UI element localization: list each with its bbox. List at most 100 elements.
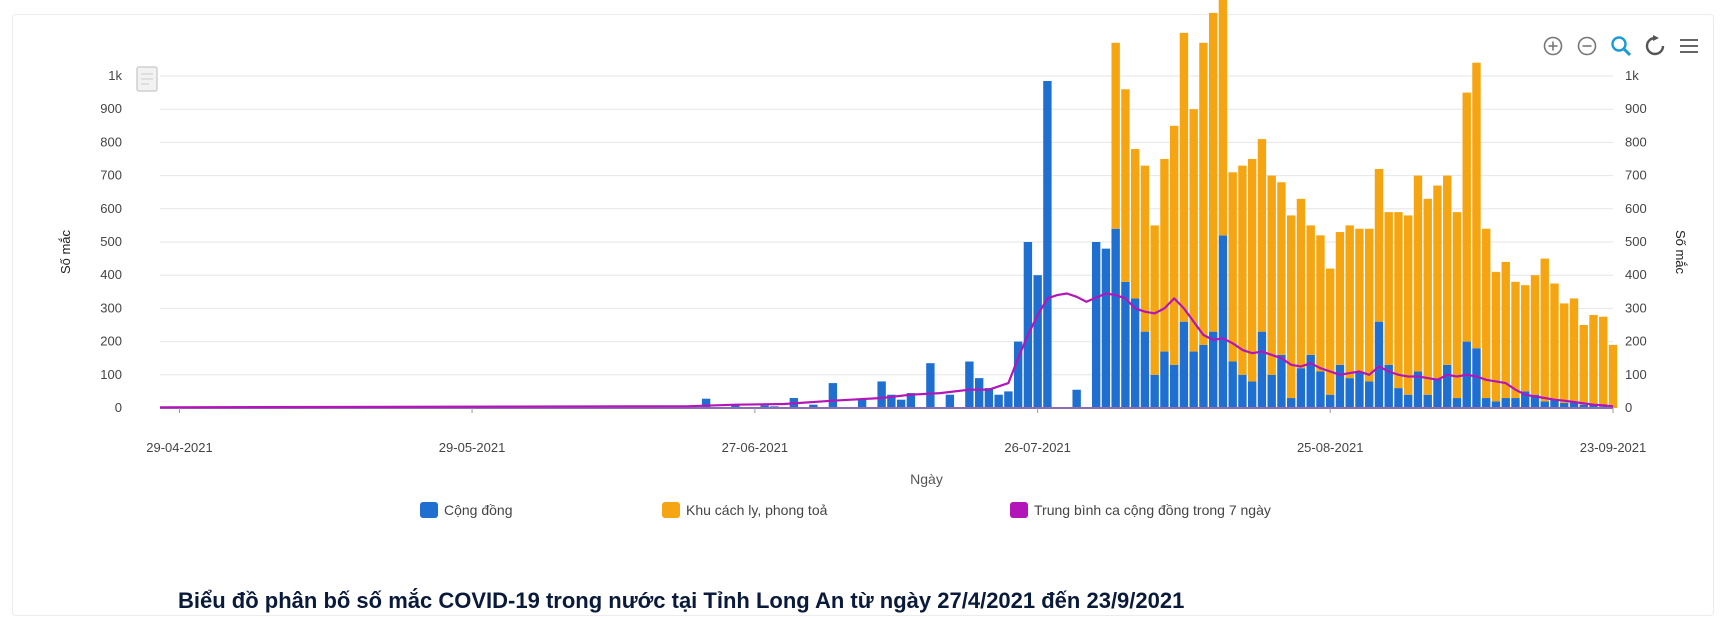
bar-quarantine (1501, 261, 1510, 399)
y-tick-label-right: 800 (1625, 134, 1647, 149)
zoom-out-icon[interactable] (1575, 34, 1599, 58)
bar-community (887, 394, 896, 408)
bar-community (1306, 354, 1315, 408)
bar-quarantine (1355, 228, 1364, 372)
bar-quarantine (1511, 281, 1520, 399)
y-tick-label-right: 700 (1625, 168, 1647, 183)
magnify-icon[interactable] (1609, 34, 1633, 58)
bar-community (1443, 364, 1452, 408)
bar-community (1433, 378, 1442, 408)
legend-swatch (662, 502, 680, 518)
y-tick-label: 500 (100, 234, 122, 249)
bar-community (1121, 281, 1130, 408)
y-tick-label: 700 (100, 168, 122, 183)
legend-item-average[interactable]: Trung bình ca cộng đồng trong 7 ngày (1010, 502, 1271, 518)
legend-swatch (420, 502, 438, 518)
bar-community (1257, 331, 1267, 408)
y-tick-label-right: 1k (1625, 68, 1639, 83)
bar-quarantine (1199, 42, 1208, 345)
legend-item-quarantine[interactable]: Khu cách ly, phong toả (662, 502, 827, 518)
bar-community (1335, 364, 1345, 408)
bar-quarantine (1540, 258, 1549, 402)
bar-community (1140, 331, 1150, 408)
bar-quarantine (1228, 172, 1237, 362)
bar-community (1169, 364, 1179, 408)
bar-quarantine (1365, 228, 1374, 382)
bar-quarantine (1521, 285, 1530, 392)
bar-community (1579, 404, 1588, 408)
bar-quarantine (1316, 235, 1325, 372)
legend-item-community[interactable]: Cộng đồng (420, 502, 513, 518)
bar-community (1550, 399, 1559, 408)
y-tick-label-right: 500 (1625, 234, 1647, 249)
bar-quarantine (1111, 42, 1120, 229)
bar-community (994, 394, 1003, 408)
bar-community (1218, 235, 1228, 408)
bar-community (1228, 361, 1237, 408)
y-tick-label-right: 400 (1625, 267, 1647, 282)
y-tick-label-right: 100 (1625, 367, 1647, 382)
y-tick-label: 900 (100, 101, 122, 116)
y2-axis-title: Số mắc (1673, 230, 1688, 275)
bar-quarantine (1287, 215, 1296, 399)
bar-quarantine (1472, 62, 1481, 349)
bar-community (1277, 354, 1286, 408)
bar-quarantine (1374, 168, 1384, 322)
bar-quarantine (1296, 198, 1306, 369)
y-tick-label-right: 900 (1625, 101, 1647, 116)
bar-community (809, 404, 818, 408)
menu-icon[interactable] (1677, 34, 1701, 58)
bar-quarantine (1560, 303, 1569, 404)
bar-community (1033, 275, 1042, 408)
bar-community (1452, 398, 1462, 408)
y-tick-label-right: 300 (1625, 300, 1647, 315)
bar-quarantine (1247, 159, 1257, 382)
bar-quarantine (1238, 165, 1247, 375)
chart-canvas: 0 0 100 100 200 200 300 300 400 400 500 500 600 600 70… (58, 0, 1688, 487)
chart-caption: Biểu đồ phân bố số mắc COVID-19 trong nư… (178, 588, 1185, 613)
bar-community (1023, 242, 1033, 408)
bar-community (1511, 398, 1520, 408)
reset-icon[interactable] (1643, 34, 1667, 58)
y-axis-title: Số mắc (58, 229, 73, 274)
bar-quarantine (1326, 268, 1335, 395)
x-tick-label: 27-06-2021 (722, 440, 789, 455)
print-icon[interactable] (134, 64, 160, 94)
bar-quarantine (1345, 225, 1354, 379)
bar-quarantine (1491, 271, 1501, 402)
bar-community (1287, 398, 1296, 408)
bar-community (1150, 374, 1159, 408)
y-tick-label: 600 (100, 201, 122, 216)
bar-quarantine (1462, 92, 1471, 342)
bar-community (1560, 403, 1569, 408)
bar-community (1345, 378, 1354, 408)
bar-community (1208, 331, 1218, 408)
x-tick-label: 29-05-2021 (439, 440, 506, 455)
bar-community (1267, 374, 1276, 408)
bar-community (1482, 398, 1491, 408)
bar-quarantine (1335, 232, 1345, 365)
bar-community (1404, 394, 1413, 408)
chart-toolbar (1541, 34, 1701, 58)
bar-quarantine (1121, 89, 1130, 282)
bar-quarantine (1208, 12, 1218, 332)
bar-community (1160, 351, 1169, 408)
bar-quarantine (1150, 225, 1159, 375)
y-tick-label: 200 (100, 334, 122, 349)
bar-quarantine (1452, 212, 1462, 399)
bar-community (1091, 242, 1101, 408)
bar-community (1589, 404, 1598, 408)
bar-community (857, 399, 867, 408)
bar-quarantine (1550, 283, 1559, 400)
bar-community (828, 383, 838, 408)
bar-community (760, 405, 769, 408)
bar-quarantine (1413, 175, 1423, 372)
bar-community (1004, 391, 1013, 408)
bar-quarantine (1599, 316, 1608, 407)
bar-quarantine (1277, 182, 1286, 355)
bar-community (1355, 371, 1364, 408)
bar-community (1501, 398, 1510, 408)
y-tick-label: 800 (100, 134, 122, 149)
zoom-in-icon[interactable] (1541, 34, 1565, 58)
bar-community (877, 381, 886, 408)
